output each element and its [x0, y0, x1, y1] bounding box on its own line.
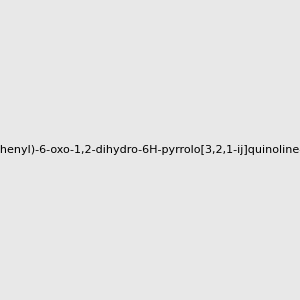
Text: N-(2,4-difluorophenyl)-6-oxo-1,2-dihydro-6H-pyrrolo[3,2,1-ij]quinoline-5-carboxa: N-(2,4-difluorophenyl)-6-oxo-1,2-dihydro…: [0, 145, 300, 155]
